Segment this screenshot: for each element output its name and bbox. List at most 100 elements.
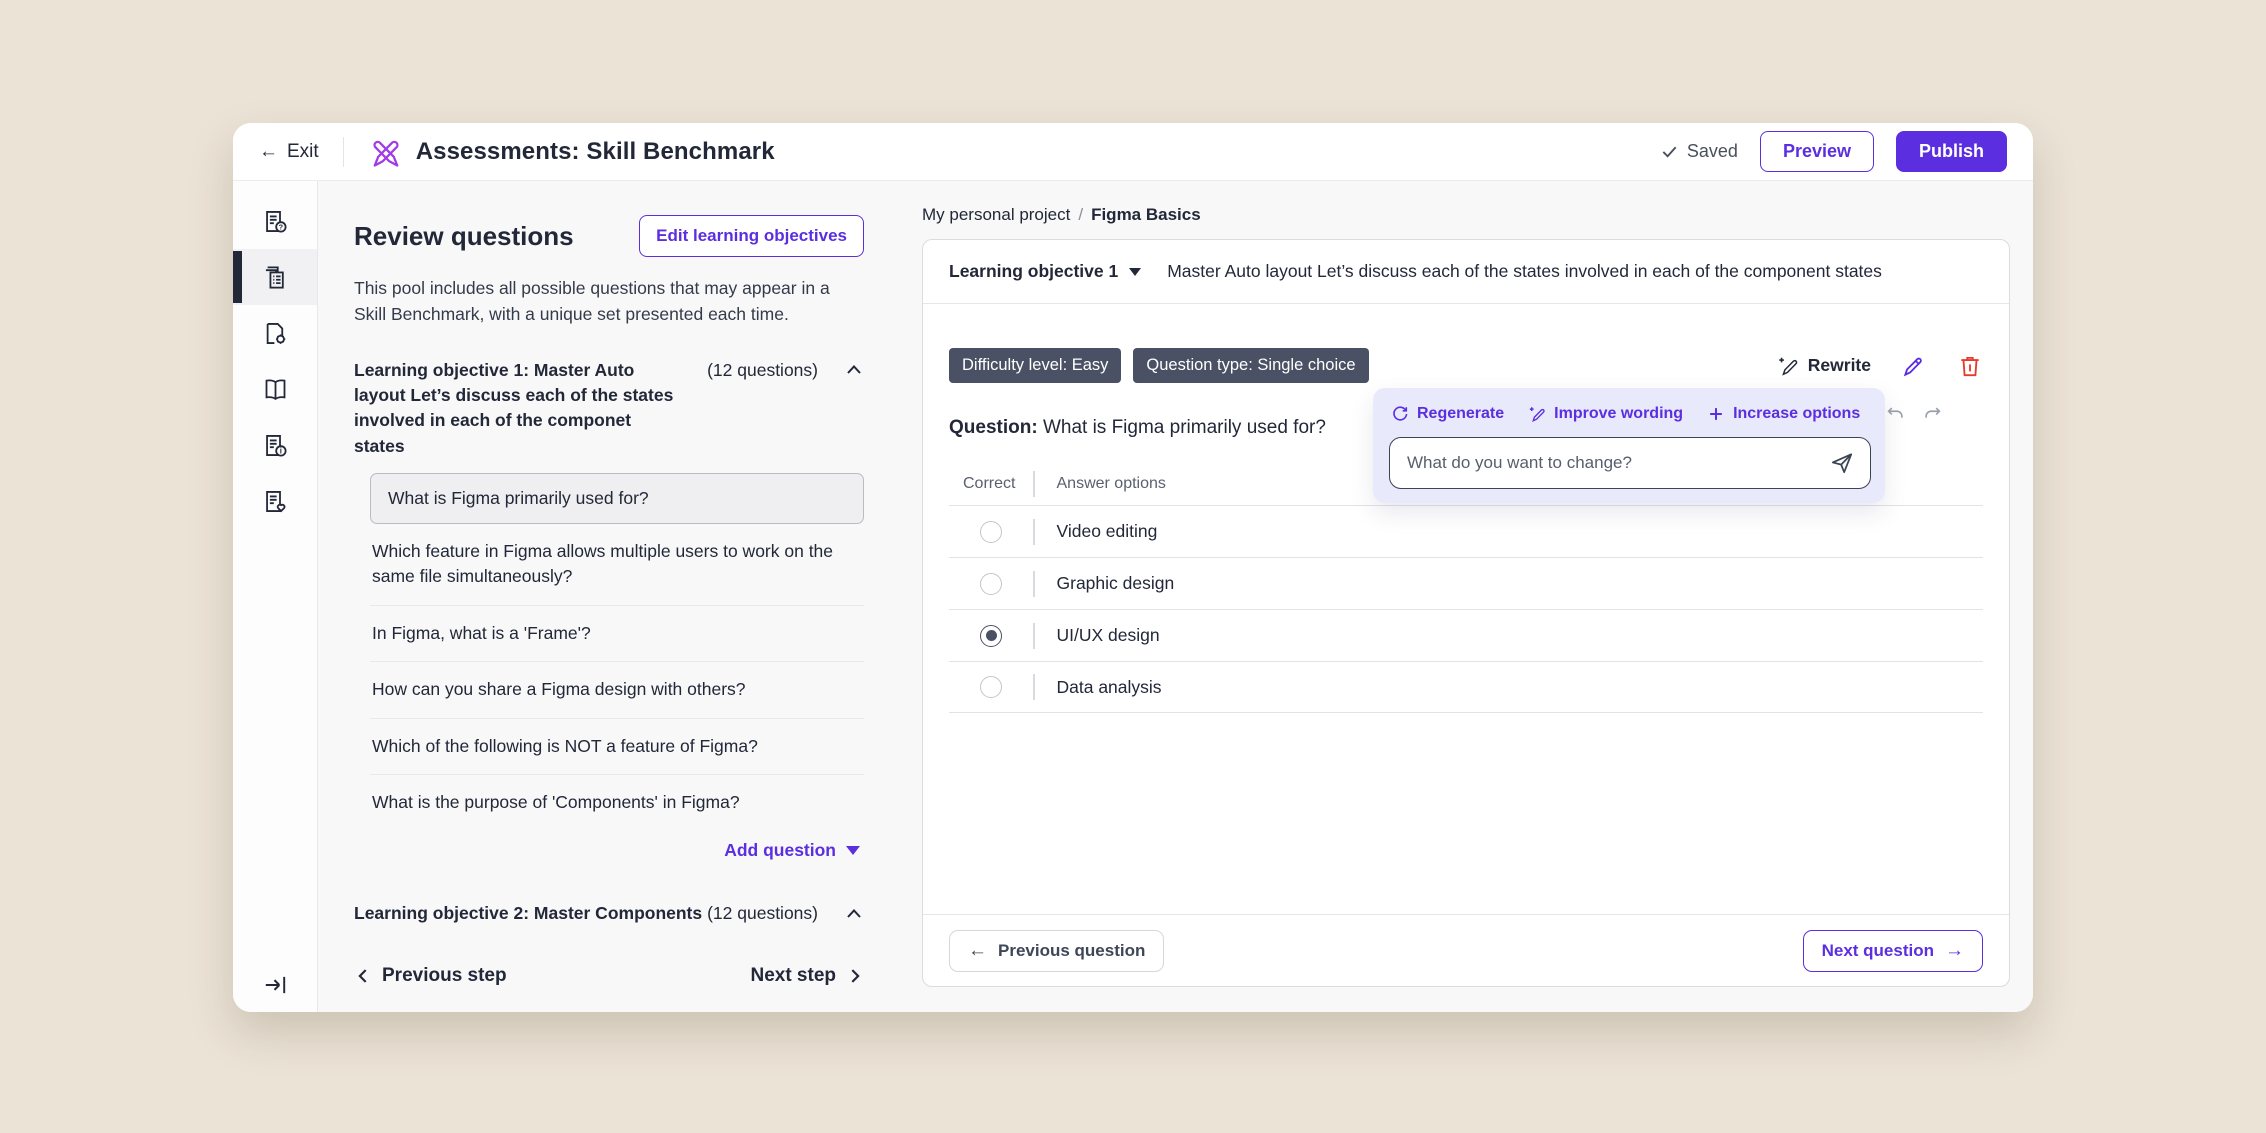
question-label: Question: bbox=[949, 417, 1038, 438]
objective-2-count: (12 questions) bbox=[707, 903, 818, 924]
question-editor-panel: My personal project / Figma Basics Learn… bbox=[900, 181, 2033, 1012]
plus-icon bbox=[1710, 408, 1722, 420]
rail-item-library[interactable] bbox=[233, 361, 317, 417]
redo-icon[interactable] bbox=[1922, 403, 1944, 425]
edit-pencil-icon bbox=[1903, 357, 1922, 376]
option-row-selected: UI/UX design bbox=[949, 609, 1983, 661]
svg-text:i: i bbox=[279, 446, 281, 455]
breadcrumb: My personal project / Figma Basics bbox=[922, 205, 2009, 225]
objective-2-title: Learning objective 2: Master Components bbox=[354, 903, 703, 924]
selected-question-item[interactable]: What is Figma primarily used for? bbox=[370, 473, 864, 524]
send-icon[interactable] bbox=[1829, 450, 1855, 476]
regenerate-icon bbox=[1393, 406, 1408, 421]
next-step-button[interactable]: Next step bbox=[750, 965, 864, 987]
question-list-item[interactable]: Which feature in Figma allows multiple u… bbox=[370, 524, 864, 606]
rail-item-doc-favorites[interactable] bbox=[233, 473, 317, 529]
rail-item-question-doc[interactable]: ? bbox=[233, 193, 317, 249]
rewrite-label: Rewrite bbox=[1807, 355, 1871, 375]
question-type-chip: Question type: Single choice bbox=[1133, 348, 1369, 383]
save-status: Saved bbox=[1660, 141, 1738, 162]
options-table: Video editing Graphic design UI/UX desig… bbox=[949, 505, 1983, 713]
difficulty-chip: Difficulty level: Easy bbox=[949, 348, 1122, 383]
panel-description: This pool includes all possible question… bbox=[354, 278, 830, 325]
question-text: What is Figma primarily used for? bbox=[1042, 417, 1326, 438]
question-pool-scroll[interactable]: Review questions Edit learning objective… bbox=[354, 215, 864, 940]
ai-prompt-input[interactable] bbox=[1407, 453, 1829, 473]
option-row: Data analysis bbox=[949, 661, 1983, 713]
open-book-icon bbox=[265, 378, 285, 400]
document-question-icon: ? bbox=[265, 210, 287, 233]
column-divider bbox=[1033, 674, 1035, 700]
exit-button[interactable]: ← Exit bbox=[259, 141, 319, 163]
card-header: Learning objective 1 Master Auto layout … bbox=[923, 240, 2009, 304]
objective-1-header[interactable]: Learning objective 1: Master Auto layout… bbox=[354, 358, 864, 460]
correct-radio-selected[interactable] bbox=[980, 624, 1002, 647]
chevron-right-icon bbox=[851, 969, 860, 983]
breadcrumb-separator: / bbox=[1078, 205, 1084, 224]
objective-1-count: (12 questions) bbox=[707, 359, 818, 380]
svg-text:?: ? bbox=[278, 222, 283, 231]
undo-icon[interactable] bbox=[1884, 403, 1906, 425]
preview-button[interactable]: Preview bbox=[1759, 131, 1874, 172]
next-question-label: Next question bbox=[1821, 940, 1934, 960]
objective-2-header[interactable]: Learning objective 2: Master Components … bbox=[354, 901, 864, 926]
icon-rail: ? bbox=[233, 181, 318, 1012]
objective-selector[interactable]: Learning objective 1 bbox=[949, 261, 1142, 282]
previous-step-label: Previous step bbox=[382, 965, 507, 986]
correct-radio[interactable] bbox=[980, 676, 1002, 698]
rewrite-button[interactable]: Rewrite bbox=[1777, 355, 1871, 377]
document-stack-icon bbox=[265, 265, 284, 289]
option-label[interactable]: UI/UX design bbox=[1056, 625, 1160, 645]
previous-step-button[interactable]: Previous step bbox=[354, 965, 507, 987]
column-divider bbox=[1033, 471, 1035, 497]
rail-item-doc-settings[interactable] bbox=[233, 305, 317, 361]
column-divider bbox=[1033, 570, 1035, 597]
edit-learning-objectives-button[interactable]: Edit learning objectives bbox=[639, 215, 864, 257]
correct-radio[interactable] bbox=[980, 520, 1002, 543]
question-list-item[interactable]: In Figma, what is a 'Frame'? bbox=[370, 606, 864, 663]
publish-button[interactable]: Publish bbox=[1895, 131, 2007, 172]
ai-prompt-field bbox=[1389, 437, 1871, 489]
rewrite-sparkle-pencil-icon bbox=[1779, 357, 1798, 376]
regenerate-button[interactable]: Regenerate bbox=[1391, 405, 1504, 423]
question-list-item[interactable]: What is the purpose of 'Components' in F… bbox=[372, 791, 740, 812]
steps-footer: Previous step Next step bbox=[354, 940, 864, 1012]
back-arrow-icon: ← bbox=[259, 141, 278, 162]
increase-options-button[interactable]: Increase options bbox=[1707, 405, 1860, 423]
option-label[interactable]: Graphic design bbox=[1056, 573, 1175, 593]
improve-wording-button[interactable]: Improve wording bbox=[1528, 405, 1683, 423]
next-step-label: Next step bbox=[750, 965, 836, 986]
rail-collapse[interactable] bbox=[233, 972, 317, 998]
card-body: Difficulty level: Easy Question type: Si… bbox=[923, 304, 2009, 914]
increase-options-label: Increase options bbox=[1733, 405, 1861, 422]
chevron-up-icon[interactable] bbox=[844, 360, 864, 380]
add-question-label: Add question bbox=[724, 840, 836, 861]
correct-radio[interactable] bbox=[980, 572, 1002, 595]
rail-item-doc-info[interactable]: i bbox=[233, 417, 317, 473]
chevron-up-icon[interactable] bbox=[844, 904, 864, 924]
caret-down-icon bbox=[846, 846, 860, 856]
delete-question-button[interactable] bbox=[1957, 353, 1983, 379]
option-label[interactable]: Data analysis bbox=[1056, 676, 1162, 697]
options-column-header: Answer options bbox=[1056, 475, 1166, 492]
add-question-button[interactable]: Add question bbox=[354, 840, 860, 861]
edit-question-button[interactable] bbox=[1901, 353, 1927, 379]
rail-item-question-pool[interactable] bbox=[233, 249, 317, 305]
option-row: Video editing bbox=[949, 505, 1983, 557]
previous-question-button[interactable]: ← Previous question bbox=[949, 929, 1165, 972]
question-list-item[interactable]: How can you share a Figma design with ot… bbox=[370, 662, 864, 719]
next-question-button[interactable]: Next question → bbox=[1802, 929, 1983, 972]
saved-label: Saved bbox=[1686, 141, 1738, 161]
previous-question-label: Previous question bbox=[998, 940, 1146, 960]
breadcrumb-project[interactable]: My personal project bbox=[922, 205, 1071, 224]
objective-1-question-list: Which feature in Figma allows multiple u… bbox=[370, 524, 864, 830]
collapse-panel-icon bbox=[265, 976, 286, 994]
sparkle-pencil-icon bbox=[1530, 407, 1545, 423]
app-title: Assessments: Skill Benchmark bbox=[415, 137, 775, 165]
top-bar: ← Exit Assessments: Skill Benchmark Save… bbox=[233, 123, 2033, 181]
question-list-item[interactable]: Which of the following is NOT a feature … bbox=[370, 719, 864, 775]
question-pool-panel: Review questions Edit learning objective… bbox=[318, 181, 900, 1012]
ai-assist-popover: Regenerate Improve wording Increase op bbox=[1373, 388, 1941, 503]
option-label[interactable]: Video editing bbox=[1056, 521, 1158, 541]
left-arrow-icon: ← bbox=[968, 940, 987, 961]
